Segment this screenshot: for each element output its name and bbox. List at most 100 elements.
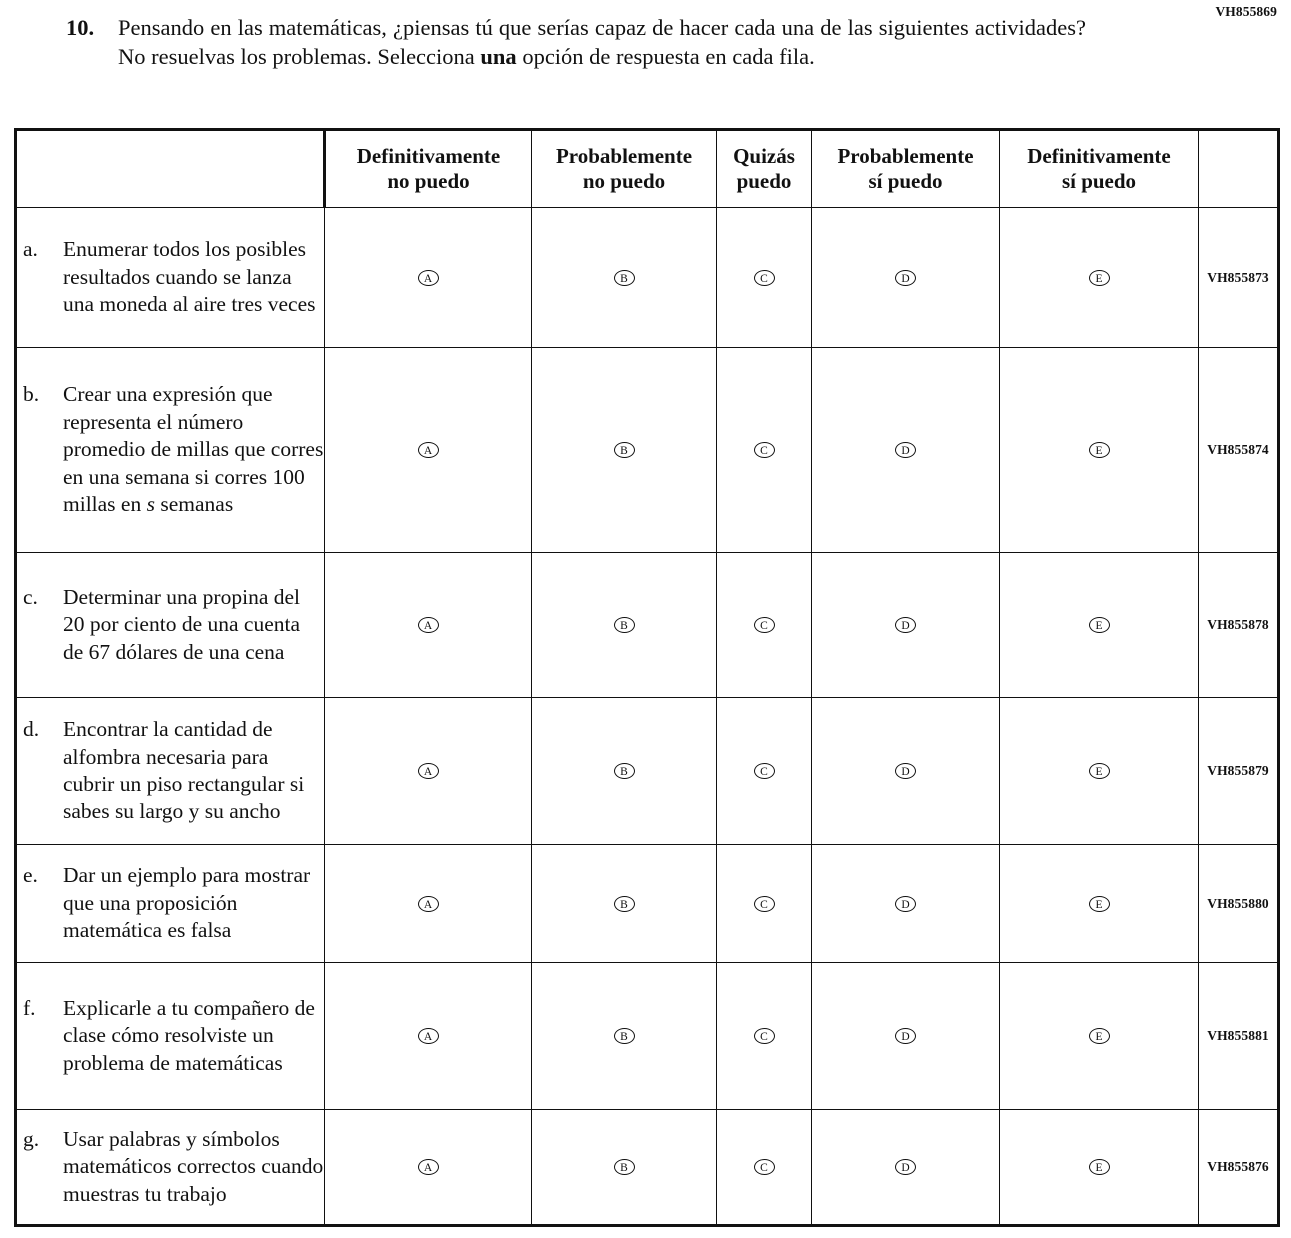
option-cell-d[interactable]: D — [811, 1109, 1000, 1226]
row-item-code: VH855879 — [1198, 697, 1279, 845]
option-bubble-c[interactable]: C — [753, 895, 775, 912]
header-stem-blank — [15, 129, 326, 208]
option-bubble-e[interactable]: E — [1088, 617, 1110, 633]
option-bubble-b[interactable]: B — [613, 763, 635, 779]
option-bubble-d[interactable]: D — [895, 895, 916, 912]
option-cell-a[interactable]: A — [324, 552, 532, 698]
option-bubble-d[interactable]: D — [895, 617, 916, 633]
row-stem-text: Usar palabras y símbolos matemáticos cor… — [63, 1126, 324, 1206]
option-cell-b[interactable]: B — [531, 347, 717, 553]
header-option-2-line1: Probablemente — [555, 144, 693, 168]
option-bubble-d[interactable]: D — [895, 1159, 916, 1175]
header-option-5-line1: Definitivamente — [1027, 144, 1171, 168]
option-cell-b[interactable]: B — [531, 207, 717, 348]
option-bubble-a[interactable]: A — [417, 763, 439, 779]
option-cell-e[interactable]: E — [999, 697, 1199, 845]
option-cell-e[interactable]: E — [999, 844, 1199, 963]
option-cell-a[interactable]: A — [324, 207, 532, 348]
option-cell-e[interactable]: E — [999, 552, 1199, 698]
row-stem-inner: d. Encontrar la cantidad de alfombra nece… — [17, 716, 324, 826]
row-item-code: VH855880 — [1198, 844, 1279, 963]
option-cell-c[interactable]: C — [716, 844, 812, 963]
header-code-blank — [1198, 129, 1279, 208]
row-stem-cell: f. Explicarle a tu compañero de clase cóm… — [15, 962, 325, 1110]
option-bubble-e[interactable]: E — [1088, 763, 1110, 779]
option-cell-d[interactable]: D — [811, 207, 1000, 348]
header-option-1-line2: no puedo — [387, 169, 470, 193]
option-bubble-a[interactable]: A — [417, 895, 439, 912]
option-cell-c[interactable]: C — [716, 1109, 812, 1226]
option-cell-d[interactable]: D — [811, 347, 1000, 553]
option-cell-d[interactable]: D — [811, 697, 1000, 845]
option-cell-b[interactable]: B — [531, 962, 717, 1110]
row-letter: c. — [23, 584, 38, 609]
option-bubble-e[interactable]: E — [1088, 895, 1110, 912]
option-bubble-c[interactable]: C — [753, 269, 775, 286]
row-stem-inner: f. Explicarle a tu compañero de clase cóm… — [17, 995, 324, 1077]
option-bubble-a[interactable]: A — [417, 1159, 439, 1175]
question-text-emphasis: una — [480, 43, 517, 69]
option-cell-b[interactable]: B — [531, 552, 717, 698]
row-stem-text: Dar un ejemplo para mostrar que una prop… — [63, 863, 311, 943]
option-bubble-c[interactable]: C — [753, 1159, 775, 1175]
option-cell-c[interactable]: C — [716, 207, 812, 348]
option-bubble-b[interactable]: B — [613, 1159, 635, 1175]
table-row: a. Enumerar todos los posibles resultados… — [15, 207, 1279, 348]
option-cell-a[interactable]: A — [324, 347, 532, 553]
option-bubble-e[interactable]: E — [1088, 269, 1110, 286]
option-cell-a[interactable]: A — [324, 962, 532, 1110]
option-bubble-a[interactable]: A — [417, 617, 439, 633]
option-bubble-d[interactable]: D — [895, 1028, 916, 1044]
option-bubble-c[interactable]: C — [753, 763, 775, 779]
option-cell-b[interactable]: B — [531, 1109, 717, 1226]
option-cell-e[interactable]: E — [999, 962, 1199, 1110]
question-text-line-2a: siguientes actividades? No resuelvas los… — [118, 15, 1087, 69]
option-cell-a[interactable]: A — [324, 697, 532, 845]
option-cell-c[interactable]: C — [716, 962, 812, 1110]
matrix-body: a. Enumerar todos los posibles resultados… — [15, 207, 1279, 1226]
option-bubble-b[interactable]: B — [613, 617, 635, 633]
option-cell-c[interactable]: C — [716, 347, 812, 553]
option-cell-c[interactable]: C — [716, 697, 812, 845]
option-cell-d[interactable]: D — [811, 552, 1000, 698]
header-option-1: Definitivamente no puedo — [324, 129, 532, 208]
row-item-code: VH855878 — [1198, 552, 1279, 698]
option-cell-d[interactable]: D — [811, 844, 1000, 963]
option-cell-a[interactable]: A — [324, 844, 532, 963]
option-cell-e[interactable]: E — [999, 347, 1199, 553]
response-matrix-wrapper: Definitivamente no puedo Probablemente n… — [14, 128, 1280, 1227]
option-bubble-a[interactable]: A — [417, 442, 439, 458]
option-cell-e[interactable]: E — [999, 207, 1199, 348]
option-cell-c[interactable]: C — [716, 552, 812, 698]
option-cell-b[interactable]: B — [531, 697, 717, 845]
question-text-line-2b: opción de — [516, 43, 611, 69]
option-bubble-c[interactable]: C — [753, 1028, 775, 1044]
option-bubble-d[interactable]: D — [895, 269, 916, 286]
option-bubble-c[interactable]: C — [753, 442, 775, 458]
response-matrix: Definitivamente no puedo Probablemente n… — [14, 128, 1280, 1227]
option-bubble-c[interactable]: C — [753, 617, 775, 633]
option-bubble-d[interactable]: D — [895, 442, 916, 458]
row-stem-cell: g. Usar palabras y símbolos matemáticos c… — [15, 1109, 325, 1226]
option-bubble-b[interactable]: B — [613, 1028, 635, 1044]
option-cell-d[interactable]: D — [811, 962, 1000, 1110]
option-bubble-e[interactable]: E — [1088, 1028, 1110, 1044]
option-cell-b[interactable]: B — [531, 844, 717, 963]
row-stem-inner: b. Crear una expresión que representa el … — [17, 381, 324, 518]
row-stem-text: Determinar una propina del 20 por ciento… — [63, 584, 301, 664]
option-bubble-b[interactable]: B — [613, 442, 635, 458]
option-bubble-e[interactable]: E — [1088, 442, 1110, 458]
option-bubble-a[interactable]: A — [417, 269, 439, 286]
option-cell-e[interactable]: E — [999, 1109, 1199, 1226]
option-cell-a[interactable]: A — [324, 1109, 532, 1226]
table-row: d. Encontrar la cantidad de alfombra nece… — [15, 697, 1279, 845]
row-letter: b. — [23, 382, 40, 407]
header-option-5-line2: sí puedo — [1061, 169, 1137, 193]
row-stem-inner: c. Determinar una propina del 20 por cien… — [17, 584, 324, 666]
question-text-line-1: Pensando en las matemáticas, ¿piensas tú… — [118, 15, 873, 40]
option-bubble-a[interactable]: A — [417, 1028, 439, 1044]
option-bubble-b[interactable]: B — [613, 895, 635, 912]
option-bubble-b[interactable]: B — [613, 269, 635, 286]
option-bubble-e[interactable]: E — [1088, 1159, 1110, 1175]
option-bubble-d[interactable]: D — [895, 763, 916, 779]
